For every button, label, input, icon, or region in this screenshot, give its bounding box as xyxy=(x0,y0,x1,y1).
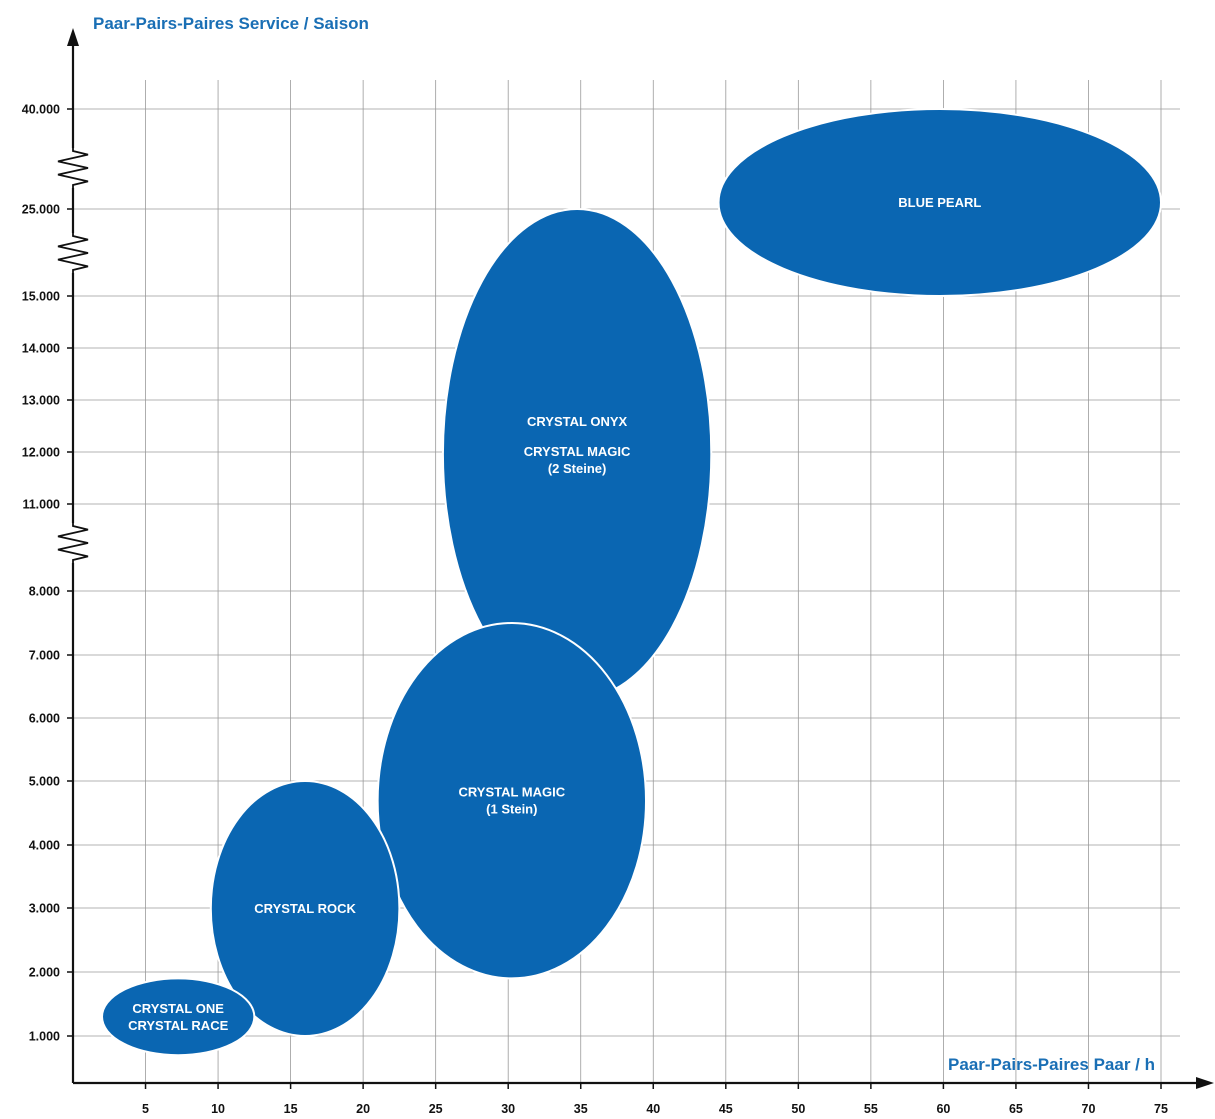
x-tick-label: 55 xyxy=(864,1102,878,1116)
y-tick-label: 14.000 xyxy=(22,342,60,356)
x-tick-label: 35 xyxy=(574,1102,588,1116)
y-tick-label: 8.000 xyxy=(29,585,60,599)
region-blue-pearl xyxy=(717,108,1162,297)
region-crystal-magic-1-label: (1 Stein) xyxy=(486,802,537,817)
axis-break-gap xyxy=(71,233,75,273)
x-tick-label: 20 xyxy=(356,1102,370,1116)
y-tick-label: 15.000 xyxy=(22,290,60,304)
y-tick-label: 5.000 xyxy=(29,775,60,789)
region-blue-pearl-label: BLUE PEARL xyxy=(898,195,981,210)
region-crystal-magic-1 xyxy=(376,622,648,980)
region-crystal-rock-label: CRYSTAL ROCK xyxy=(254,901,356,916)
y-tick-labels: 1.000 2.000 3.000 4.000 5.000 6.000 7.000 8.000… xyxy=(22,103,73,1044)
region-crystal-one-race xyxy=(101,977,256,1057)
y-tick-label: 2.000 xyxy=(29,966,60,980)
axis-break-gap xyxy=(71,523,75,563)
x-axis-title: Paar-Pairs-Paires Paar / h xyxy=(948,1055,1155,1074)
region-crystal-onyx-magic-2-label: CRYSTAL ONYX xyxy=(527,414,627,429)
region-crystal-one-race-label: CRYSTAL RACE xyxy=(128,1018,228,1033)
x-tick-label: 40 xyxy=(646,1102,660,1116)
axis-break-icon xyxy=(57,523,89,563)
axis-break-icon xyxy=(57,233,89,273)
y-axis-arrow-icon xyxy=(67,28,79,46)
region-crystal-one-race-label: CRYSTAL ONE xyxy=(132,1001,224,1016)
y-tick-label: 4.000 xyxy=(29,839,60,853)
x-tick-label: 65 xyxy=(1009,1102,1023,1116)
x-tick-label: 70 xyxy=(1082,1102,1096,1116)
x-tick-label: 30 xyxy=(501,1102,515,1116)
region-crystal-onyx-magic-2-label: CRYSTAL MAGIC xyxy=(524,444,631,459)
y-tick-label: 11.000 xyxy=(22,498,60,512)
region-crystal-onyx-magic-2-label: (2 Steine) xyxy=(548,461,607,476)
x-tick-label: 50 xyxy=(791,1102,805,1116)
x-tick-label: 60 xyxy=(936,1102,950,1116)
x-tick-label: 5 xyxy=(142,1102,149,1116)
region-labels: BLUE PEARL CRYSTAL ONYX CRYSTAL MAGIC (2 St… xyxy=(128,195,981,1033)
y-tick-label: 13.000 xyxy=(22,394,60,408)
x-tick-label: 15 xyxy=(284,1102,298,1116)
region-crystal-rock xyxy=(209,780,401,1037)
x-tick-label: 25 xyxy=(429,1102,443,1116)
y-tick-label: 1.000 xyxy=(29,1030,60,1044)
regions xyxy=(101,108,1162,1057)
x-axis-arrow-icon xyxy=(1196,1077,1214,1089)
axis-break-gap xyxy=(71,148,75,188)
x-tick-label: 75 xyxy=(1154,1102,1168,1116)
y-tick-label: 7.000 xyxy=(29,649,60,663)
y-tick-label: 12.000 xyxy=(22,446,60,460)
x-tick-labels: 5 10 15 20 25 30 35 40 45 50 55 60 65 70 75 xyxy=(142,1083,1168,1116)
y-tick-label: 6.000 xyxy=(29,712,60,726)
x-tick-label: 45 xyxy=(719,1102,733,1116)
y-tick-label: 3.000 xyxy=(29,902,60,916)
axis-break-icon xyxy=(57,148,89,188)
y-tick-label: 40.000 xyxy=(22,103,60,117)
region-crystal-magic-1-label: CRYSTAL MAGIC xyxy=(458,785,565,800)
axis-breaks xyxy=(57,148,89,563)
y-tick-label: 25.000 xyxy=(22,203,60,217)
x-tick-label: 10 xyxy=(211,1102,225,1116)
y-axis-title: Paar-Pairs-Paires Service / Saison xyxy=(93,14,369,33)
